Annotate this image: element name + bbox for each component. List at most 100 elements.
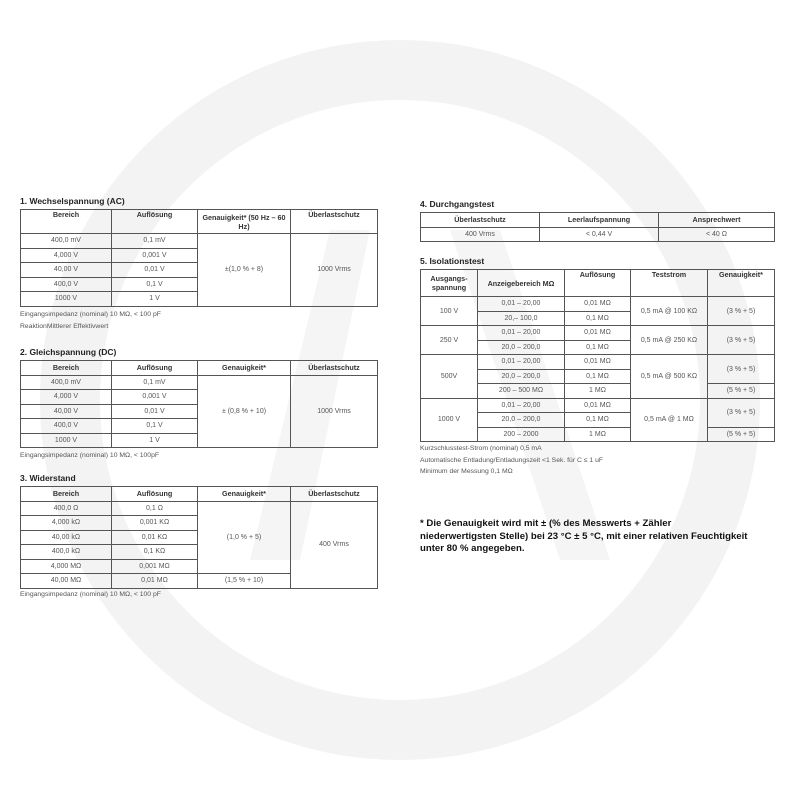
resolution-cell: 0,001 KΩ xyxy=(111,515,198,531)
header-cell: Auflösung xyxy=(111,486,198,502)
resolution-cell: 1 MΩ xyxy=(564,426,631,442)
header-cell: Überlastschutz xyxy=(290,360,378,376)
range-cell: 1000 V xyxy=(20,432,112,448)
range-cell: 20,0 – 200,0 xyxy=(477,368,565,384)
resolution-cell: 0,01 MΩ xyxy=(111,573,198,589)
protection-cell: 1000 Vrms xyxy=(290,374,378,448)
resolution-cell: 0,001 MΩ xyxy=(111,558,198,574)
header-cell: Genauigkeit* (50 Hz – 60 Hz) xyxy=(197,209,291,234)
resolution-cell: 0,1 MΩ xyxy=(564,339,631,355)
note: Eingangsimpedanz (nominal) 10 MΩ, < 100 … xyxy=(20,590,161,598)
resistance-table: Bereich Auflösung Genauigkeit* Überlasts… xyxy=(20,486,378,589)
resolution-cell: 0,001 V xyxy=(111,247,198,263)
range-cell: 1000 V xyxy=(20,291,112,307)
voltage-cell: 1000 V xyxy=(420,397,478,442)
header-cell: Genauigkeit* xyxy=(197,486,291,502)
accuracy-cell: ± (0,8 % + 10) xyxy=(197,374,291,448)
notes: Eingangsimpedanz (nominal) 10 MΩ, < 100 … xyxy=(20,309,378,333)
range-cell: 0,01 – 20,00 xyxy=(477,354,565,370)
header-cell: Anzeigebereich MΩ xyxy=(477,269,565,297)
accuracy-cell: (1,5 % + 10) xyxy=(197,573,291,589)
accuracy-cell: (1,0 % + 5) xyxy=(197,500,291,574)
range-cell: 400,0 mV xyxy=(20,233,112,249)
header-cell: Bereich xyxy=(20,360,112,376)
resolution-cell: 1 V xyxy=(111,432,198,448)
note: Minimum der Messung 0,1 MΩ xyxy=(420,468,513,475)
header-cell: Bereich xyxy=(20,209,112,234)
range-cell: 400,0 Ω xyxy=(20,500,112,516)
range-cell: 20,– 100,0 xyxy=(477,310,565,326)
resolution-cell: 0,01 MΩ xyxy=(564,296,631,312)
section-insulation: 5. Isolationstest Ausgangs-spannung Anze… xyxy=(420,256,775,478)
range-cell: 0,01 – 20,00 xyxy=(477,296,565,312)
note: Eingangsimpedanz (nominal) 10 MΩ, < 100p… xyxy=(20,452,160,459)
section-resistance: 3. Widerstand Bereich Auflösung Genauigk… xyxy=(20,473,378,601)
accuracy-cell: (5 % + 5) xyxy=(707,426,775,442)
current-cell: 0,5 mA @ 100 KΩ xyxy=(630,296,708,326)
resolution-cell: 0,1 KΩ xyxy=(111,544,198,560)
section-title: 2. Gleichspannung (DC) xyxy=(20,347,117,357)
range-cell: 40,00 MΩ xyxy=(20,573,112,589)
current-cell: 0,5 mA @ 1 MΩ xyxy=(630,397,708,442)
section-title: 1. Wechselspannung (AC) xyxy=(20,196,125,206)
accuracy-cell: ±(1,0 % + 8) xyxy=(197,233,291,307)
insulation-table: Ausgangs-spannung Anzeigebereich MΩ Aufl… xyxy=(420,269,775,442)
range-cell: 20,0 – 200,0 xyxy=(477,412,565,428)
section-dc-voltage: 2. Gleichspannung (DC) Bereich Auflösung… xyxy=(20,347,378,462)
range-cell: 4,000 V xyxy=(20,247,112,263)
section-continuity: 4. Durchgangstest Überlastschutz Leerlau… xyxy=(420,199,775,242)
header-cell: Genauigkeit* xyxy=(197,360,291,376)
note: ReaktionMittlerer Effektivwert xyxy=(20,322,109,330)
header-cell: Leerlaufspannung xyxy=(539,212,659,228)
range-cell: 40,00 kΩ xyxy=(20,529,112,545)
voltage-cell: 100 V xyxy=(420,296,478,326)
resolution-cell: 0,01 V xyxy=(111,403,198,419)
resolution-cell: 0,1 Ω xyxy=(111,500,198,516)
header-cell: Auflösung xyxy=(564,269,631,297)
protection-cell: 400 Vrms xyxy=(290,500,378,589)
range-cell: 40,00 V xyxy=(20,403,112,419)
note: Automatische Entladung/Entladungszeit <1… xyxy=(420,456,604,464)
resolution-cell: 0,1 MΩ xyxy=(564,412,631,428)
resolution-cell: 0,001 V xyxy=(111,389,198,405)
range-cell: 400,0 kΩ xyxy=(20,544,112,560)
note: Kurzschlusstest-Strom (nominal) 0,5 mA xyxy=(420,445,542,452)
ac-voltage-table: Bereich Auflösung Genauigkeit* (50 Hz – … xyxy=(20,209,378,307)
value-cell: < 40 Ω xyxy=(658,226,775,242)
protection-cell: 1000 Vrms xyxy=(290,233,378,307)
section-title: 3. Widerstand xyxy=(20,473,76,483)
header-cell: Auflösung xyxy=(111,360,198,376)
header-cell: Teststrom xyxy=(630,269,708,297)
range-cell: 400,0 mV xyxy=(20,374,112,390)
header-cell: Genauigkeit* xyxy=(707,269,775,297)
range-cell: 40,00 V xyxy=(20,262,112,278)
range-cell: 4,000 V xyxy=(20,389,112,405)
header-cell: Überlastschutz xyxy=(290,486,378,502)
accuracy-cell: (3 % + 5) xyxy=(707,397,775,428)
resolution-cell: 0,01 MΩ xyxy=(564,397,631,413)
header-cell: Ansprechwert xyxy=(658,212,775,228)
value-cell: < 0,44 V xyxy=(539,226,659,242)
voltage-cell: 500V xyxy=(420,354,478,399)
dc-voltage-table: Bereich Auflösung Genauigkeit* Überlasts… xyxy=(20,360,378,448)
resolution-cell: 1 MΩ xyxy=(564,383,631,399)
section-title: 5. Isolationstest xyxy=(420,256,485,266)
notes: Eingangsimpedanz (nominal) 10 MΩ, < 100p… xyxy=(20,450,378,462)
resolution-cell: 0,1 MΩ xyxy=(564,368,631,384)
range-cell: 20,0 – 200,0 xyxy=(477,339,565,355)
header-cell: Ausgangs-spannung xyxy=(420,269,478,297)
header-cell: Bereich xyxy=(20,486,112,502)
accuracy-cell: (5 % + 5) xyxy=(707,383,775,399)
range-cell: 0,01 – 20,00 xyxy=(477,397,565,413)
resolution-cell: 0,01 MΩ xyxy=(564,325,631,341)
section-ac-voltage: 1. Wechselspannung (AC) Bereich Auflösun… xyxy=(20,196,378,333)
current-cell: 0,5 mA @ 250 KΩ xyxy=(630,325,708,355)
value-cell: 400 Vrms xyxy=(420,226,540,242)
range-cell: 200 – 500 MΩ xyxy=(477,383,565,399)
resolution-cell: 0,1 mV xyxy=(111,233,198,249)
note: Eingangsimpedanz (nominal) 10 MΩ, < 100 … xyxy=(20,310,161,318)
resolution-cell: 0,1 mV xyxy=(111,374,198,390)
accuracy-footnote: * Die Genauigkeit wird mit ± (% des Mess… xyxy=(420,518,748,554)
resolution-cell: 0,01 KΩ xyxy=(111,529,198,545)
header-cell: Überlastschutz xyxy=(290,209,378,234)
